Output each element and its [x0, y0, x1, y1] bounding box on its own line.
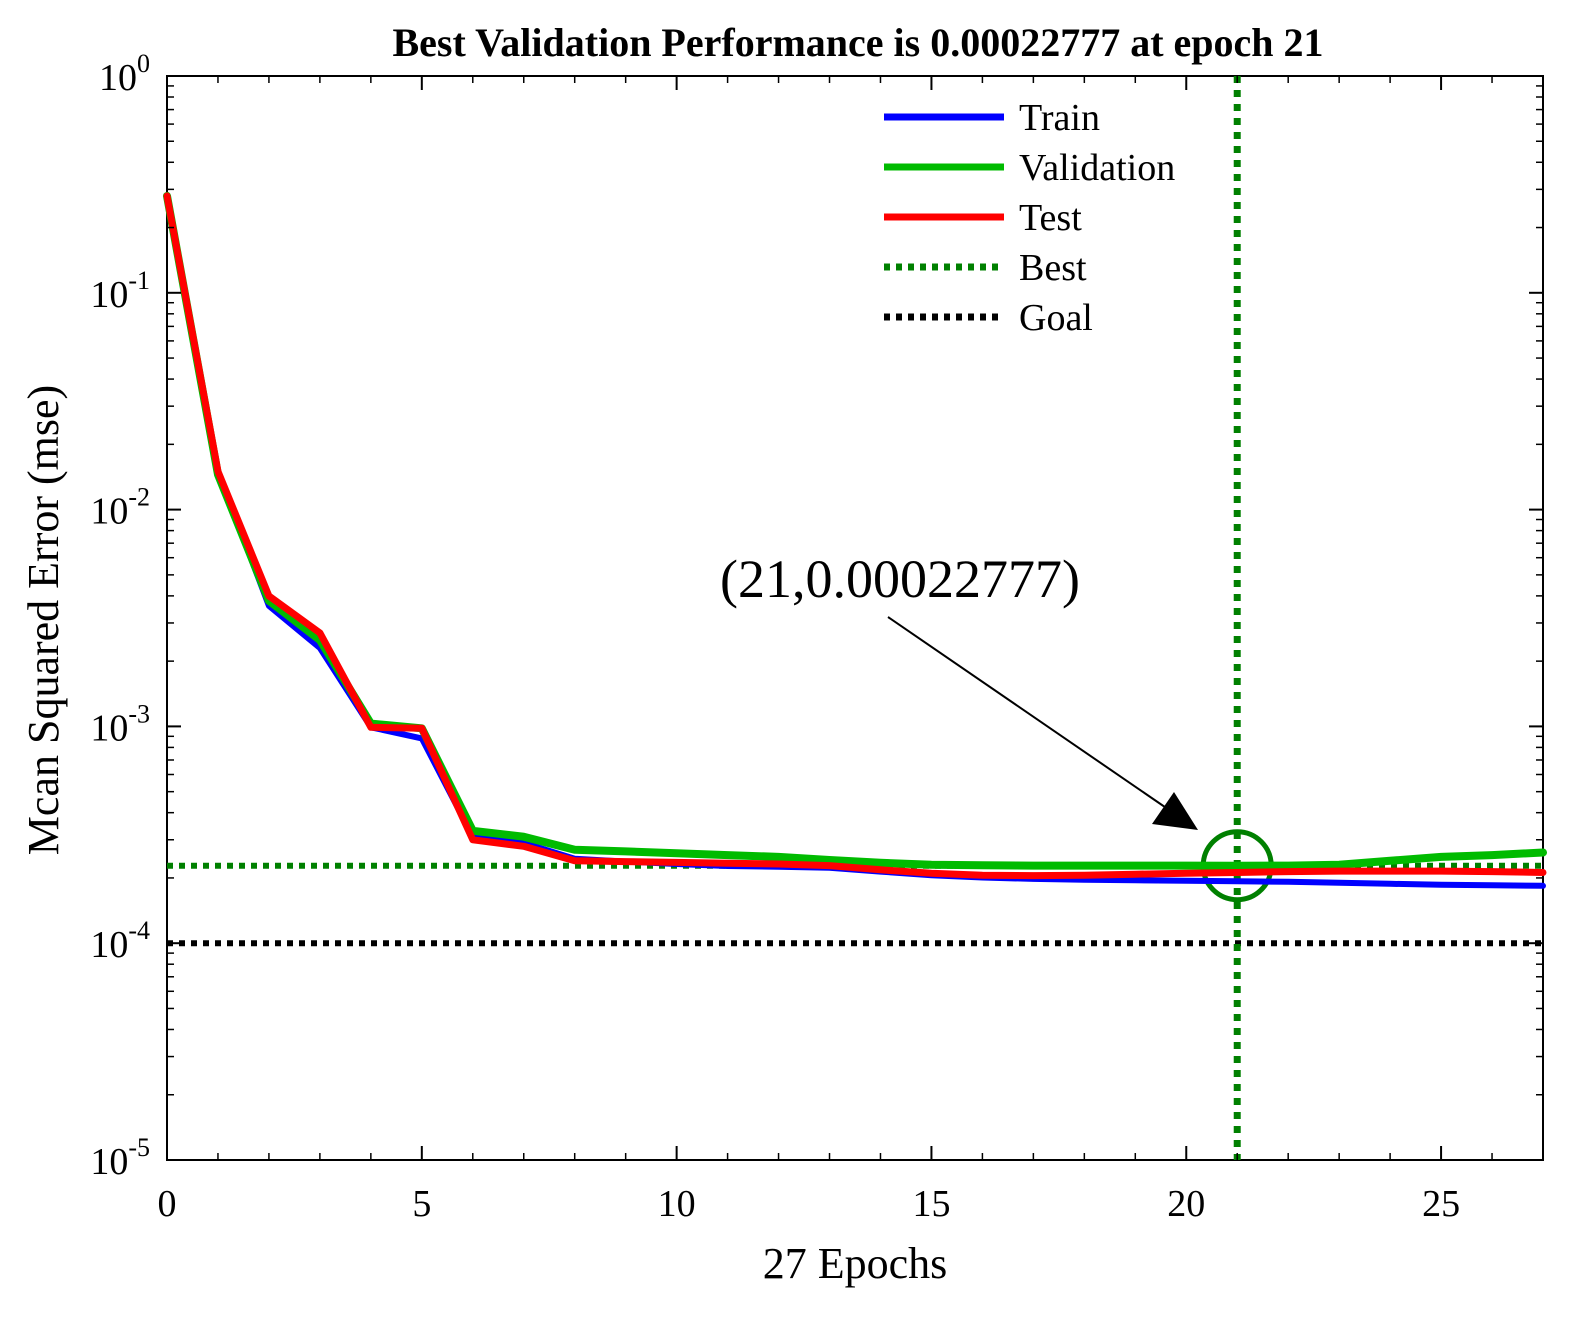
legend-label-best: Best [1019, 247, 1087, 289]
series-lines [163, 191, 1547, 889]
x-axis-label: 27 Epochs [763, 1239, 948, 1288]
legend: Train Validation Test Best Goal [884, 97, 1175, 339]
x-tick-label: 0 [158, 1183, 177, 1225]
legend-label-validation: Validation [1019, 147, 1175, 189]
x-tick-label: 10 [658, 1183, 696, 1225]
chart-title: Best Validation Performance is 0.0002277… [392, 20, 1323, 65]
y-tick-label: 10-2 [90, 483, 150, 533]
y-tick-label: 10-3 [90, 699, 150, 749]
annotation-text: (21,0.00022777) [720, 549, 1080, 609]
legend-label-goal: Goal [1019, 297, 1093, 339]
y-tick-label: 10-4 [90, 916, 150, 966]
y-axis-label: Mcan Squared Error (mse) [19, 385, 68, 855]
y-tick-label: 10-1 [90, 266, 150, 316]
x-tick-label: 5 [412, 1183, 431, 1225]
annotation-arrow-head [1152, 792, 1198, 830]
legend-label-train: Train [1019, 97, 1100, 139]
x-tick-label: 15 [912, 1183, 950, 1225]
legend-label-test: Test [1019, 197, 1082, 239]
series-line-test [163, 192, 1547, 880]
axes: 0 5 10 15 20 25 10-5 10-4 10-3 10-2 10-1 100 [90, 49, 1544, 1225]
x-tick-label: 25 [1422, 1183, 1460, 1225]
plot-frame [166, 75, 1544, 1161]
y-tick-label: 10-5 [90, 1133, 150, 1183]
plot-area [166, 75, 1544, 1161]
x-tick-label: 20 [1167, 1183, 1205, 1225]
y-tick-label: 100 [99, 49, 150, 99]
annotation-arrow-shaft [887, 616, 1179, 817]
annotation: (21,0.00022777) [720, 549, 1198, 830]
